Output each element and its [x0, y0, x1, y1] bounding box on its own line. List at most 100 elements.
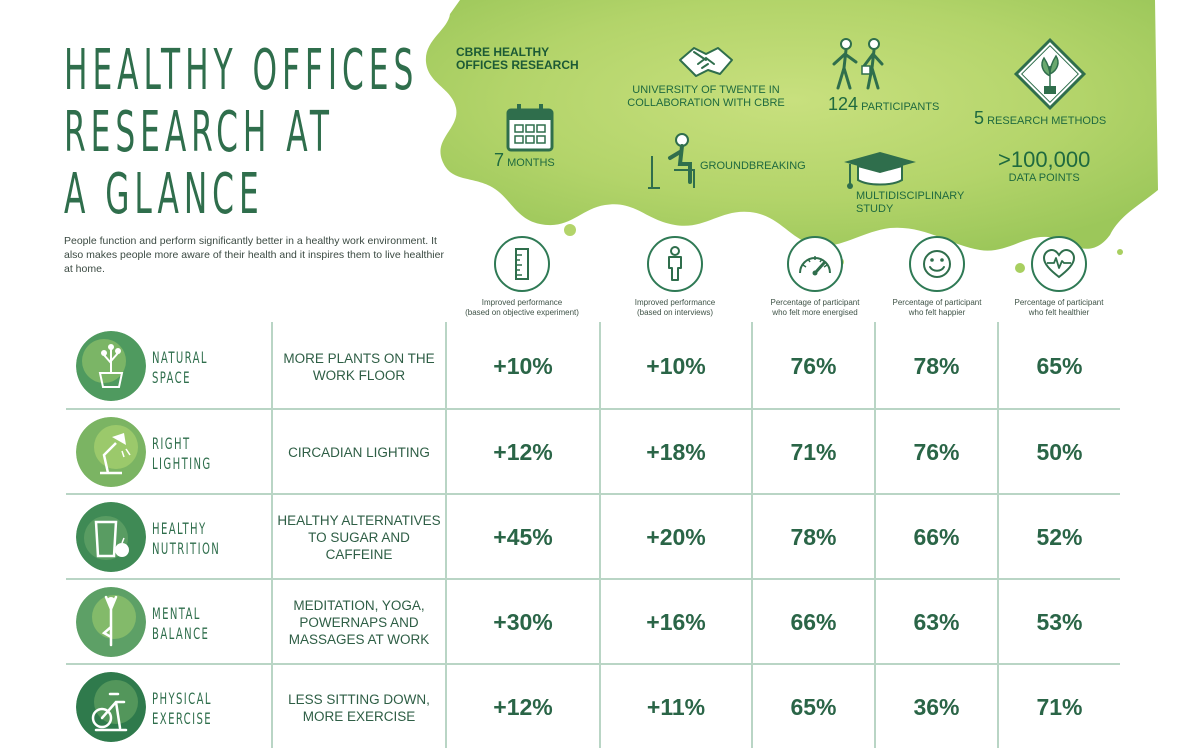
- row-category: RIGHT LIGHTING: [152, 434, 212, 474]
- value-objective-performance: +12%: [493, 439, 553, 465]
- row-divider: [66, 663, 1120, 665]
- row-category-line-2: BALANCE: [152, 624, 210, 643]
- participants-icon: [832, 38, 884, 90]
- table-row-natural-space: NATURAL SPACE MORE PLANTS ON THE WORK FL…: [66, 324, 1120, 409]
- row-divider: [66, 493, 1120, 495]
- value-interview-performance: +16%: [646, 609, 706, 635]
- row-category-line-1: NATURAL: [152, 348, 208, 367]
- row-category-line-1: MENTAL: [152, 604, 201, 623]
- datapoints-number: >100,000: [998, 147, 1091, 172]
- value-happier: 66%: [913, 524, 960, 550]
- column-divider: [599, 322, 601, 748]
- handshake-icon: [679, 47, 733, 77]
- heart-pulse-icon: [1031, 236, 1087, 292]
- row-category-line-1: HEALTHY: [152, 519, 207, 538]
- value-happier: 76%: [913, 439, 960, 465]
- value-interview-performance: +10%: [646, 353, 706, 379]
- graduation-cap-icon: [844, 152, 916, 189]
- groundbreaking-label: GROUNDBREAKING: [700, 160, 806, 172]
- table-row-physical-exercise: PHYSICAL EXERCISE LESS SITTING DOWN, MOR…: [66, 665, 1120, 750]
- value-energised: 71%: [790, 439, 837, 465]
- column-divider: [271, 322, 273, 748]
- column-divider: [751, 322, 753, 748]
- smiley-icon: [909, 236, 965, 292]
- value-healthier: 71%: [1036, 694, 1083, 720]
- months-stat: 7 MONTHS: [494, 151, 555, 170]
- exercise-bike-icon: [76, 672, 146, 742]
- column-label-line-1: Percentage of participant: [892, 298, 982, 307]
- column-divider: [874, 322, 876, 748]
- participants-stat: 124 PARTICIPANTS: [828, 95, 940, 114]
- row-category-line-1: PHYSICAL: [152, 689, 212, 708]
- table-row-right-lighting: RIGHT LIGHTING CIRCADIAN LIGHTING +12% +…: [66, 410, 1120, 495]
- row-description: MORE PLANTS ON THE WORK FLOOR: [283, 350, 435, 383]
- research-label-line-1: CBRE HEALTHY: [456, 45, 550, 59]
- desk-lamp-icon: [76, 417, 146, 487]
- column-label-line-2: (based on interviews): [636, 308, 714, 317]
- column-divider: [997, 322, 999, 748]
- column-label: Percentage of participant who felt more …: [750, 298, 880, 318]
- value-healthier: 50%: [1036, 439, 1083, 465]
- column-header-energised: Percentage of participant who felt more …: [750, 236, 880, 318]
- value-healthier: 52%: [1036, 524, 1083, 550]
- value-energised: 76%: [790, 353, 837, 379]
- value-healthier: 65%: [1036, 353, 1083, 379]
- column-label-line-2: who felt happier: [908, 308, 966, 317]
- person-icon: [647, 236, 703, 292]
- value-healthier: 53%: [1036, 609, 1083, 635]
- multidisciplinary-line-2: STUDY: [856, 203, 894, 215]
- column-divider: [445, 322, 447, 748]
- ruler-icon: [494, 236, 550, 292]
- desk-worker-icon: [648, 133, 695, 189]
- methods-label: RESEARCH METHODS: [987, 115, 1107, 127]
- intro-text: People function and perform significantl…: [64, 235, 444, 275]
- months-label: MONTHS: [507, 157, 555, 169]
- row-category-line-1: RIGHT: [152, 434, 191, 453]
- gauge-icon: [787, 236, 843, 292]
- value-objective-performance: +12%: [493, 694, 553, 720]
- university-line-1: UNIVERSITY OF TWENTE IN: [632, 84, 780, 96]
- datapoints-label: DATA POINTS: [1008, 172, 1080, 184]
- row-category: MENTAL BALANCE: [152, 604, 209, 644]
- row-category-line-2: EXERCISE: [152, 709, 213, 728]
- column-header-interview-performance: Improved performance (based on interview…: [610, 236, 740, 318]
- title-line-3: A GLANCE: [64, 162, 264, 227]
- row-category-line-2: SPACE: [152, 368, 191, 387]
- value-objective-performance: +10%: [493, 353, 553, 379]
- column-label-line-1: Percentage of participant: [1014, 298, 1104, 307]
- plant-diamond-icon: [1013, 37, 1087, 111]
- column-header-healthier: Percentage of participant who felt healt…: [994, 236, 1124, 318]
- glass-apple-icon: [76, 502, 146, 572]
- row-description: LESS SITTING DOWN, MORE EXERCISE: [288, 691, 430, 724]
- title-line-2: RESEARCH AT: [64, 100, 334, 165]
- row-category: HEALTHY NUTRITION: [152, 519, 220, 559]
- row-category-line-2: NUTRITION: [152, 539, 221, 558]
- column-header-objective-performance: Improved performance (based on objective…: [457, 236, 587, 318]
- calendar-icon: [506, 104, 554, 152]
- page-title: HEALTHY OFFICES RESEARCH AT A GLANCE: [64, 40, 418, 226]
- column-label: Improved performance (based on objective…: [457, 298, 587, 318]
- multidisciplinary-line-1: MULTIDISCIPLINARY: [856, 190, 965, 202]
- row-category-line-2: LIGHTING: [152, 454, 212, 473]
- participants-number: 124: [828, 94, 859, 114]
- column-label-line-2: who felt more energised: [772, 308, 858, 317]
- value-happier: 78%: [913, 353, 960, 379]
- column-header-happier: Percentage of participant who felt happi…: [872, 236, 1002, 318]
- value-interview-performance: +18%: [646, 439, 706, 465]
- participants-label: PARTICIPANTS: [861, 101, 940, 113]
- plant-pot-icon: [76, 331, 146, 401]
- university-line-2: COLLABORATION WITH CBRE: [627, 97, 785, 109]
- yoga-pose-icon: [76, 587, 146, 657]
- value-interview-performance: +11%: [646, 694, 706, 720]
- column-label-line-2: who felt healthier: [1028, 308, 1090, 317]
- row-category: PHYSICAL EXERCISE: [152, 689, 212, 729]
- value-happier: 36%: [913, 694, 960, 720]
- column-label-line-2: (based on objective experiment): [465, 308, 579, 317]
- methods-number: 5: [974, 108, 985, 128]
- row-description: MEDITATION, YOGA, POWERNAPS AND MASSAGES…: [288, 598, 430, 647]
- months-number: 7: [494, 150, 505, 170]
- research-label-line-2: OFFICES RESEARCH: [456, 58, 579, 72]
- column-label-line-1: Percentage of participant: [770, 298, 860, 307]
- row-divider: [66, 578, 1120, 580]
